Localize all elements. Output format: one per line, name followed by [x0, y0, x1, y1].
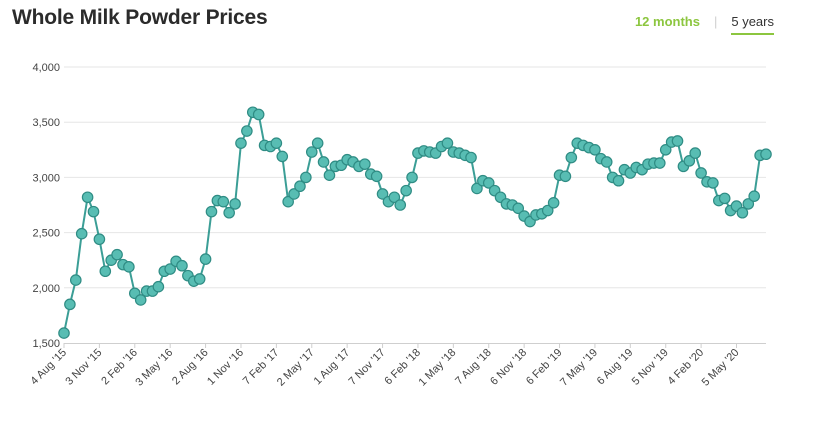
- x-tick-label: 6 Nov '18: [488, 347, 529, 388]
- y-tick-label: 3,000: [32, 172, 60, 184]
- data-point[interactable]: [193, 273, 206, 285]
- data-point[interactable]: [235, 137, 247, 149]
- x-tick-label: 7 Aug '18: [453, 347, 494, 388]
- data-point[interactable]: [512, 202, 525, 215]
- data-point[interactable]: [87, 205, 100, 218]
- y-axis-labels: 1,500 2,000 2,500 3,000 3,500 4,000: [32, 62, 60, 350]
- data-point[interactable]: [465, 151, 477, 164]
- data-points: [58, 106, 772, 339]
- data-point[interactable]: [482, 177, 495, 189]
- data-point[interactable]: [370, 170, 383, 183]
- data-point[interactable]: [376, 188, 389, 200]
- data-point[interactable]: [707, 177, 719, 189]
- data-point[interactable]: [64, 298, 76, 311]
- data-point[interactable]: [217, 195, 230, 208]
- data-point[interactable]: [300, 171, 312, 184]
- x-tick-label: 7 Nov '17: [347, 347, 388, 388]
- data-point[interactable]: [199, 253, 212, 265]
- tab-separator: |: [713, 14, 718, 29]
- y-tick-label: 1,500: [32, 338, 60, 350]
- data-point[interactable]: [718, 192, 731, 205]
- data-point[interactable]: [282, 195, 294, 208]
- data-point[interactable]: [695, 167, 707, 179]
- data-point[interactable]: [223, 206, 235, 219]
- data-point[interactable]: [612, 174, 625, 187]
- data-point[interactable]: [748, 190, 761, 202]
- data-point[interactable]: [311, 137, 324, 149]
- x-tick-label: 1 Aug '17: [312, 347, 353, 388]
- data-point[interactable]: [58, 327, 70, 339]
- range-tabs: 12 months | 5 years: [635, 14, 774, 35]
- data-point[interactable]: [305, 146, 318, 158]
- tab-12-months[interactable]: 12 months: [634, 14, 700, 29]
- data-point[interactable]: [164, 263, 176, 275]
- data-point[interactable]: [288, 188, 300, 200]
- data-point[interactable]: [123, 261, 135, 273]
- data-point[interactable]: [93, 233, 106, 246]
- data-point[interactable]: [659, 144, 672, 156]
- data-point[interactable]: [69, 274, 82, 286]
- chart-title: Whole Milk Powder Prices: [12, 6, 268, 29]
- data-point[interactable]: [75, 227, 88, 240]
- series-line: [63, 111, 767, 334]
- data-point[interactable]: [359, 158, 371, 170]
- data-point[interactable]: [152, 280, 165, 293]
- data-point[interactable]: [589, 144, 601, 156]
- gridlines: [64, 66, 766, 289]
- data-point[interactable]: [323, 169, 336, 181]
- data-point[interactable]: [270, 137, 283, 149]
- data-point[interactable]: [99, 265, 112, 278]
- data-point[interactable]: [241, 125, 253, 137]
- data-point[interactable]: [111, 248, 123, 261]
- data-point[interactable]: [294, 180, 306, 193]
- data-point[interactable]: [742, 198, 755, 210]
- x-tick-label: 2 May '17: [275, 347, 317, 389]
- data-point[interactable]: [689, 147, 702, 159]
- data-point[interactable]: [252, 108, 265, 121]
- x-tick-label: 7 May '19: [558, 347, 600, 389]
- tab-5-years[interactable]: 5 years: [731, 14, 774, 35]
- data-point[interactable]: [471, 182, 483, 195]
- x-tick-label: 5 May '20: [700, 347, 742, 389]
- data-point[interactable]: [559, 170, 572, 183]
- data-point[interactable]: [394, 199, 407, 211]
- data-point[interactable]: [600, 156, 613, 168]
- y-tick-label: 2,500: [32, 228, 60, 240]
- x-tick-label: 5 Nov '19: [630, 347, 671, 388]
- data-point[interactable]: [541, 204, 554, 217]
- series-line-layer: [63, 111, 767, 334]
- x-axis: [63, 343, 766, 348]
- data-point[interactable]: [547, 196, 560, 209]
- data-point[interactable]: [205, 205, 218, 218]
- data-point[interactable]: [81, 191, 94, 204]
- y-tick-label: 3,500: [32, 117, 60, 129]
- x-axis-labels: 4 Aug '153 Nov '152 Feb '163 May '162 Au…: [28, 347, 741, 389]
- x-tick-label: 3 May '16: [133, 347, 175, 389]
- data-point[interactable]: [760, 148, 772, 161]
- x-tick-label: 3 Nov '15: [63, 347, 104, 388]
- x-tick-label: 2 Aug '16: [170, 347, 211, 388]
- x-tick-label: 6 Aug '19: [595, 347, 636, 388]
- x-tick-label: 1 Nov '16: [205, 347, 246, 388]
- y-tick-label: 2,000: [32, 283, 60, 295]
- data-point[interactable]: [400, 184, 412, 197]
- data-point[interactable]: [176, 259, 188, 272]
- data-point[interactable]: [229, 198, 241, 210]
- data-point[interactable]: [406, 171, 418, 184]
- data-point[interactable]: [683, 155, 696, 167]
- data-point[interactable]: [388, 191, 401, 204]
- data-point[interactable]: [134, 294, 147, 306]
- data-point[interactable]: [317, 156, 330, 168]
- data-point[interactable]: [654, 157, 666, 169]
- x-tick-label: 1 May '18: [416, 347, 458, 389]
- data-point[interactable]: [276, 150, 289, 163]
- y-tick-label: 4,000: [32, 62, 60, 74]
- data-point[interactable]: [736, 206, 749, 219]
- data-point[interactable]: [565, 151, 578, 164]
- x-tick-label: 4 Aug '15: [28, 347, 69, 388]
- data-point[interactable]: [671, 135, 684, 147]
- data-point[interactable]: [441, 137, 454, 149]
